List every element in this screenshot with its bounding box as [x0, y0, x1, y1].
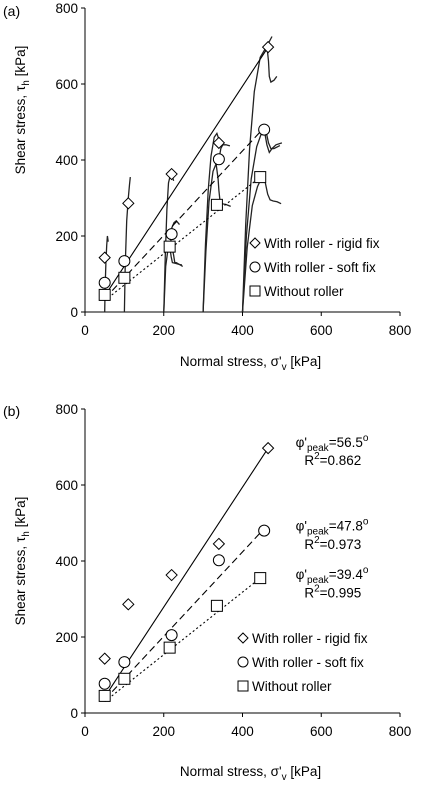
legend-label: With roller - soft fix [264, 260, 376, 275]
y-tick-label: 0 [70, 706, 78, 721]
phi-peak-label: φ'peak=56.5o [296, 433, 369, 454]
fit-line-square [104, 176, 261, 302]
legend-label: With roller - soft fix [252, 655, 364, 670]
y-tick-label: 800 [55, 1, 78, 16]
data-point-circle [98, 276, 111, 289]
data-point-diamond [212, 136, 226, 150]
legend-label: With roller - rigid fix [252, 631, 368, 646]
x-tick-label: 800 [389, 724, 412, 739]
x-tick-label: 200 [152, 724, 175, 739]
legend-marker-circle [249, 261, 261, 273]
data-point-square [210, 599, 223, 612]
stress-path-curve [123, 177, 131, 313]
fit-line-diamond [104, 46, 269, 297]
data-point-diamond [165, 568, 178, 582]
r-squared-label: R2=0.995 [304, 583, 361, 600]
stress-path-curve [266, 45, 278, 84]
fit-line-diamond [104, 447, 269, 698]
panel-a: (a) 0 200 400 600 800 0 200 400 600 800 Normal stre… [3, 1, 411, 373]
y-axis-label: Shear stress, τh [kPa] [13, 46, 32, 175]
stress-path-curve [202, 161, 231, 313]
data-point-diamond [98, 251, 111, 264]
x-tick-label: 600 [310, 724, 333, 739]
y-tick-label: 600 [55, 77, 78, 92]
legend-marker-circle [237, 656, 249, 668]
data-point-circle [98, 677, 111, 690]
fit-line-circle [104, 528, 265, 701]
y-tick-label: 400 [55, 153, 78, 168]
legend-marker-square [249, 285, 261, 297]
data-point-square [118, 271, 131, 284]
x-tick-label: 800 [389, 323, 412, 338]
x-tick-label: 400 [231, 323, 254, 338]
data-point-diamond [212, 537, 226, 551]
data-point-circle [165, 629, 178, 642]
data-point-circle [165, 228, 178, 241]
stress-path-curve [163, 243, 183, 313]
y-tick-label: 200 [55, 630, 78, 645]
r-squared-label: R2=0.862 [304, 451, 361, 468]
r-squared-label: R2=0.973 [304, 535, 361, 552]
y-tick-label: 200 [55, 229, 78, 244]
phi-peak-label: φ'peak=39.4o [296, 565, 369, 586]
y-tick-label: 800 [55, 402, 78, 417]
x-tick-label: 0 [81, 724, 89, 739]
data-point-square [210, 198, 223, 211]
data-point-square [118, 672, 131, 685]
phi-peak-label: φ'peak=47.8o [296, 517, 369, 538]
legend-marker-square [237, 680, 249, 692]
data-point-square [98, 689, 111, 702]
data-point-circle [212, 153, 225, 166]
data-point-circle [118, 656, 131, 669]
data-point-square [254, 572, 267, 585]
x-tick-label: 400 [231, 724, 254, 739]
y-tick-label: 400 [55, 554, 78, 569]
data-point-square [98, 288, 111, 301]
fit-line-square [104, 577, 261, 703]
y-tick-label: 600 [55, 478, 78, 493]
data-point-diamond [165, 167, 178, 181]
legend-marker-diamond [237, 632, 249, 644]
data-point-circle [258, 123, 271, 136]
data-point-diamond [261, 40, 275, 54]
legend-marker-diamond [249, 237, 261, 249]
x-axis-label: Normal stress, σ'v [kPa] [180, 354, 321, 373]
fit-line-circle [104, 127, 265, 300]
x-tick-label: 600 [310, 323, 333, 338]
y-axis-label: Shear stress, τh [kPa] [13, 497, 32, 626]
stress-path-curve [263, 129, 283, 154]
data-point-diamond [98, 652, 111, 665]
x-tick-label: 200 [152, 323, 175, 338]
data-point-circle [118, 255, 131, 268]
x-axis-label: Normal stress, σ'v [kPa] [180, 764, 321, 783]
data-point-diamond [122, 598, 135, 611]
y-tick-label: 0 [70, 305, 78, 320]
data-point-circle [258, 524, 271, 537]
legend-label: Without roller [264, 284, 344, 299]
panel-label: (b) [3, 403, 20, 419]
data-point-square [163, 240, 176, 253]
data-point-diamond [261, 441, 275, 455]
panel-label: (a) [3, 3, 20, 19]
x-tick-label: 0 [81, 323, 89, 338]
data-point-square [254, 171, 267, 184]
data-point-circle [212, 554, 225, 567]
data-point-diamond [122, 197, 135, 210]
panel-b: (b) 0 200 400 600 800 0 200 400 600 800 Normal stre… [3, 402, 411, 783]
data-point-square [163, 641, 176, 654]
legend-label: With roller - rigid fix [264, 236, 380, 251]
legend-label: Without roller [252, 679, 332, 694]
